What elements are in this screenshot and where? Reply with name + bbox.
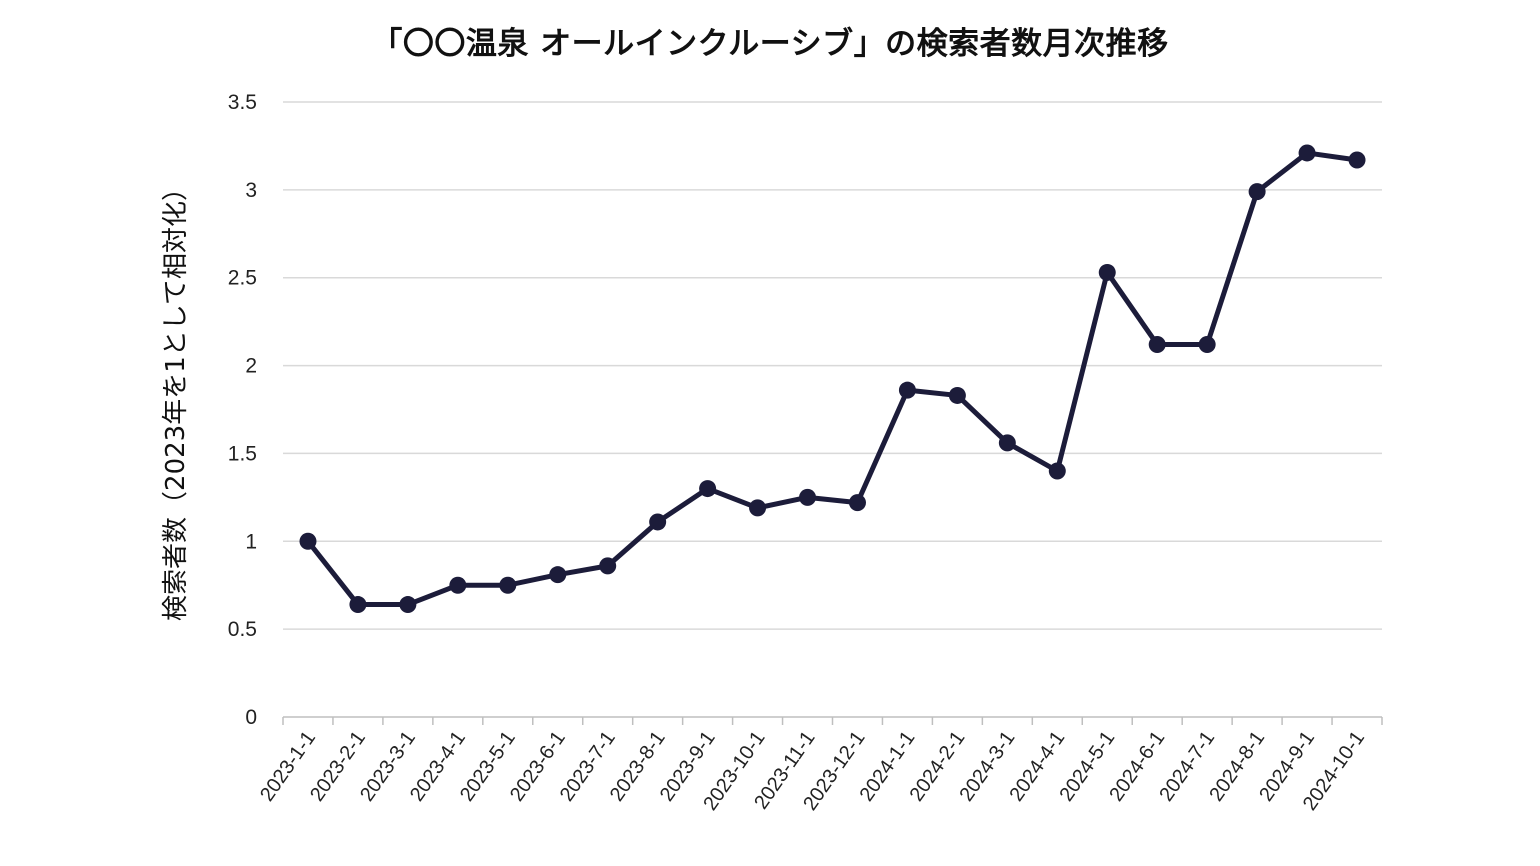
data-point [1348, 151, 1366, 169]
data-point [449, 576, 467, 594]
data-point [699, 480, 717, 498]
data-point [948, 386, 966, 404]
y-tick-label: 1 [245, 530, 257, 553]
data-point [1248, 183, 1266, 201]
data-point [749, 499, 767, 517]
y-tick-label: 3.5 [228, 91, 257, 114]
data-point [599, 557, 617, 575]
data-point [499, 576, 517, 594]
data-point [349, 596, 367, 614]
data-point [848, 494, 866, 512]
y-tick-label: 2 [245, 355, 257, 378]
y-tick-label: 3 [245, 179, 257, 202]
chart-title: 「〇〇温泉 オールインクルーシブ」の検索者数月次推移 [371, 26, 1169, 62]
data-point [549, 566, 567, 584]
data-point [399, 596, 417, 614]
data-point [1298, 144, 1316, 162]
y-tick-label: 1.5 [228, 442, 257, 465]
data-point [1048, 462, 1066, 480]
y-tick-label: 2.5 [228, 267, 257, 290]
y-tick-label: 0 [245, 706, 257, 729]
data-point [998, 434, 1016, 452]
data-point [299, 532, 317, 550]
data-point [1148, 335, 1166, 353]
data-point [1098, 263, 1116, 281]
data-point [799, 488, 817, 506]
data-point [1198, 335, 1216, 353]
data-point [649, 513, 667, 531]
series-line [305, 150, 1360, 608]
data-point [898, 381, 916, 399]
y-tick-label: 0.5 [228, 618, 257, 641]
